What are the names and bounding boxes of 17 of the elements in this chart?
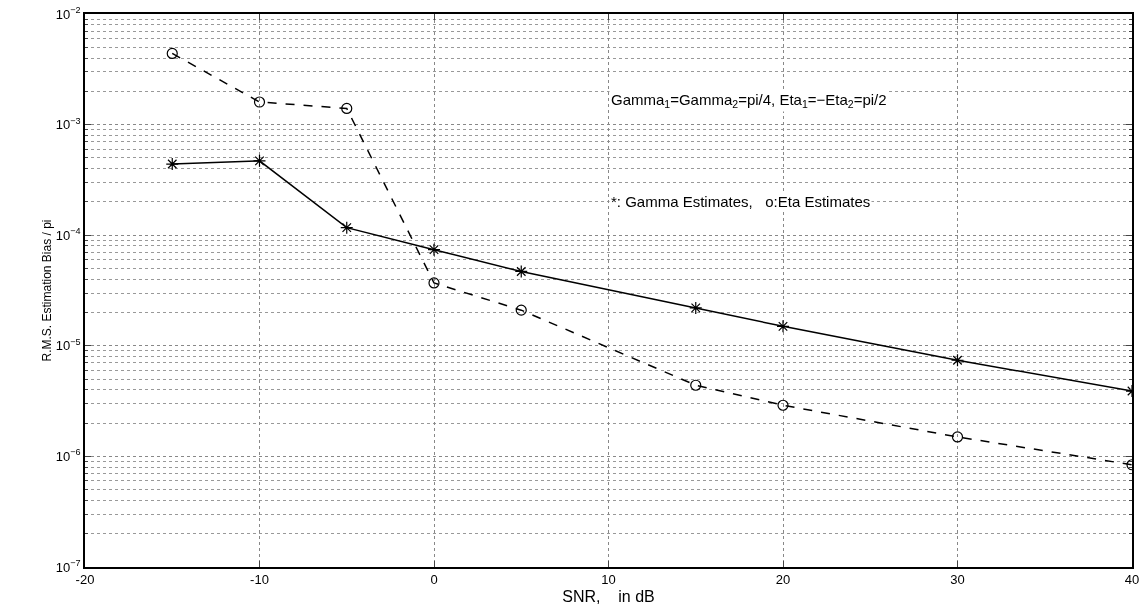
x-tick-label: -20 (75, 572, 95, 588)
text: Gamma$_{1}$=Gamma$_{2}$=pi/4, Eta$_{1}$=−Eta$_{2}$=pi/2 (611, 91, 887, 111)
y-tick-label: 10$^{−2}$ (55, 5, 81, 22)
y-tick-label: 10$^{−5}$ (55, 336, 81, 354)
y-axis-title: R.M.S. Estimation Bias / pi (39, 219, 54, 362)
y-tick-label: 10$^{−7}$ (55, 558, 81, 575)
x-tick-label: 30 (950, 572, 965, 588)
y-tick-label: 10$^{−3}$ (55, 115, 81, 133)
y-tick-label: 10$^{−6}$ (55, 447, 81, 464)
x-axis-title: SNR, in dB (562, 587, 655, 605)
x-tick-label: 20 (775, 572, 791, 588)
x-tick-label: 0 (430, 572, 438, 588)
x-tick-label: 40 (1124, 572, 1140, 588)
annotation: *: Gamma Estimates, o:Eta Estimates (611, 193, 871, 210)
x-tick-label: -10 (250, 572, 269, 588)
x-tick-label: 10 (601, 572, 616, 588)
y-tick-label: 10$^{−4}$ (55, 226, 81, 243)
